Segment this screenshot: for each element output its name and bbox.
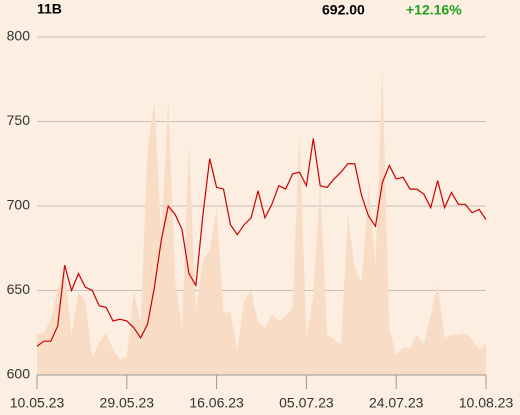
- x-tick-label: 10.05.23: [10, 395, 65, 411]
- x-tick-label: 24.07.23: [369, 395, 424, 411]
- x-tick-label: 10.08.23: [459, 395, 514, 411]
- change: +12.16%: [406, 2, 462, 18]
- y-tick-label: 650: [7, 281, 31, 297]
- y-tick-label: 750: [7, 112, 31, 128]
- volume-area: [37, 67, 486, 376]
- y-tick-label: 600: [7, 366, 31, 382]
- price-line: [36, 138, 487, 347]
- x-tick-label: 29.05.23: [100, 395, 155, 411]
- volume: 11B: [37, 1, 62, 17]
- price: 692.00: [322, 2, 365, 18]
- y-tick-label: 800: [7, 28, 31, 44]
- x-tick-label: 16.06.23: [189, 395, 244, 411]
- x-tick-label: 05.07.23: [279, 395, 334, 411]
- y-tick-label: 700: [7, 197, 31, 213]
